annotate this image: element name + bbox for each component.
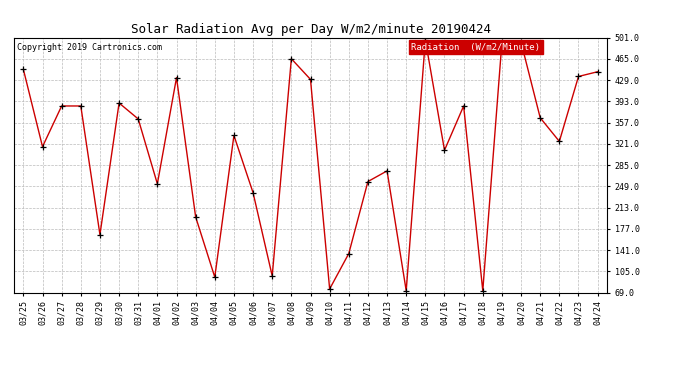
Text: Radiation  (W/m2/Minute): Radiation (W/m2/Minute)	[411, 43, 540, 52]
Title: Solar Radiation Avg per Day W/m2/minute 20190424: Solar Radiation Avg per Day W/m2/minute …	[130, 23, 491, 36]
Text: Copyright 2019 Cartronics.com: Copyright 2019 Cartronics.com	[17, 43, 161, 52]
